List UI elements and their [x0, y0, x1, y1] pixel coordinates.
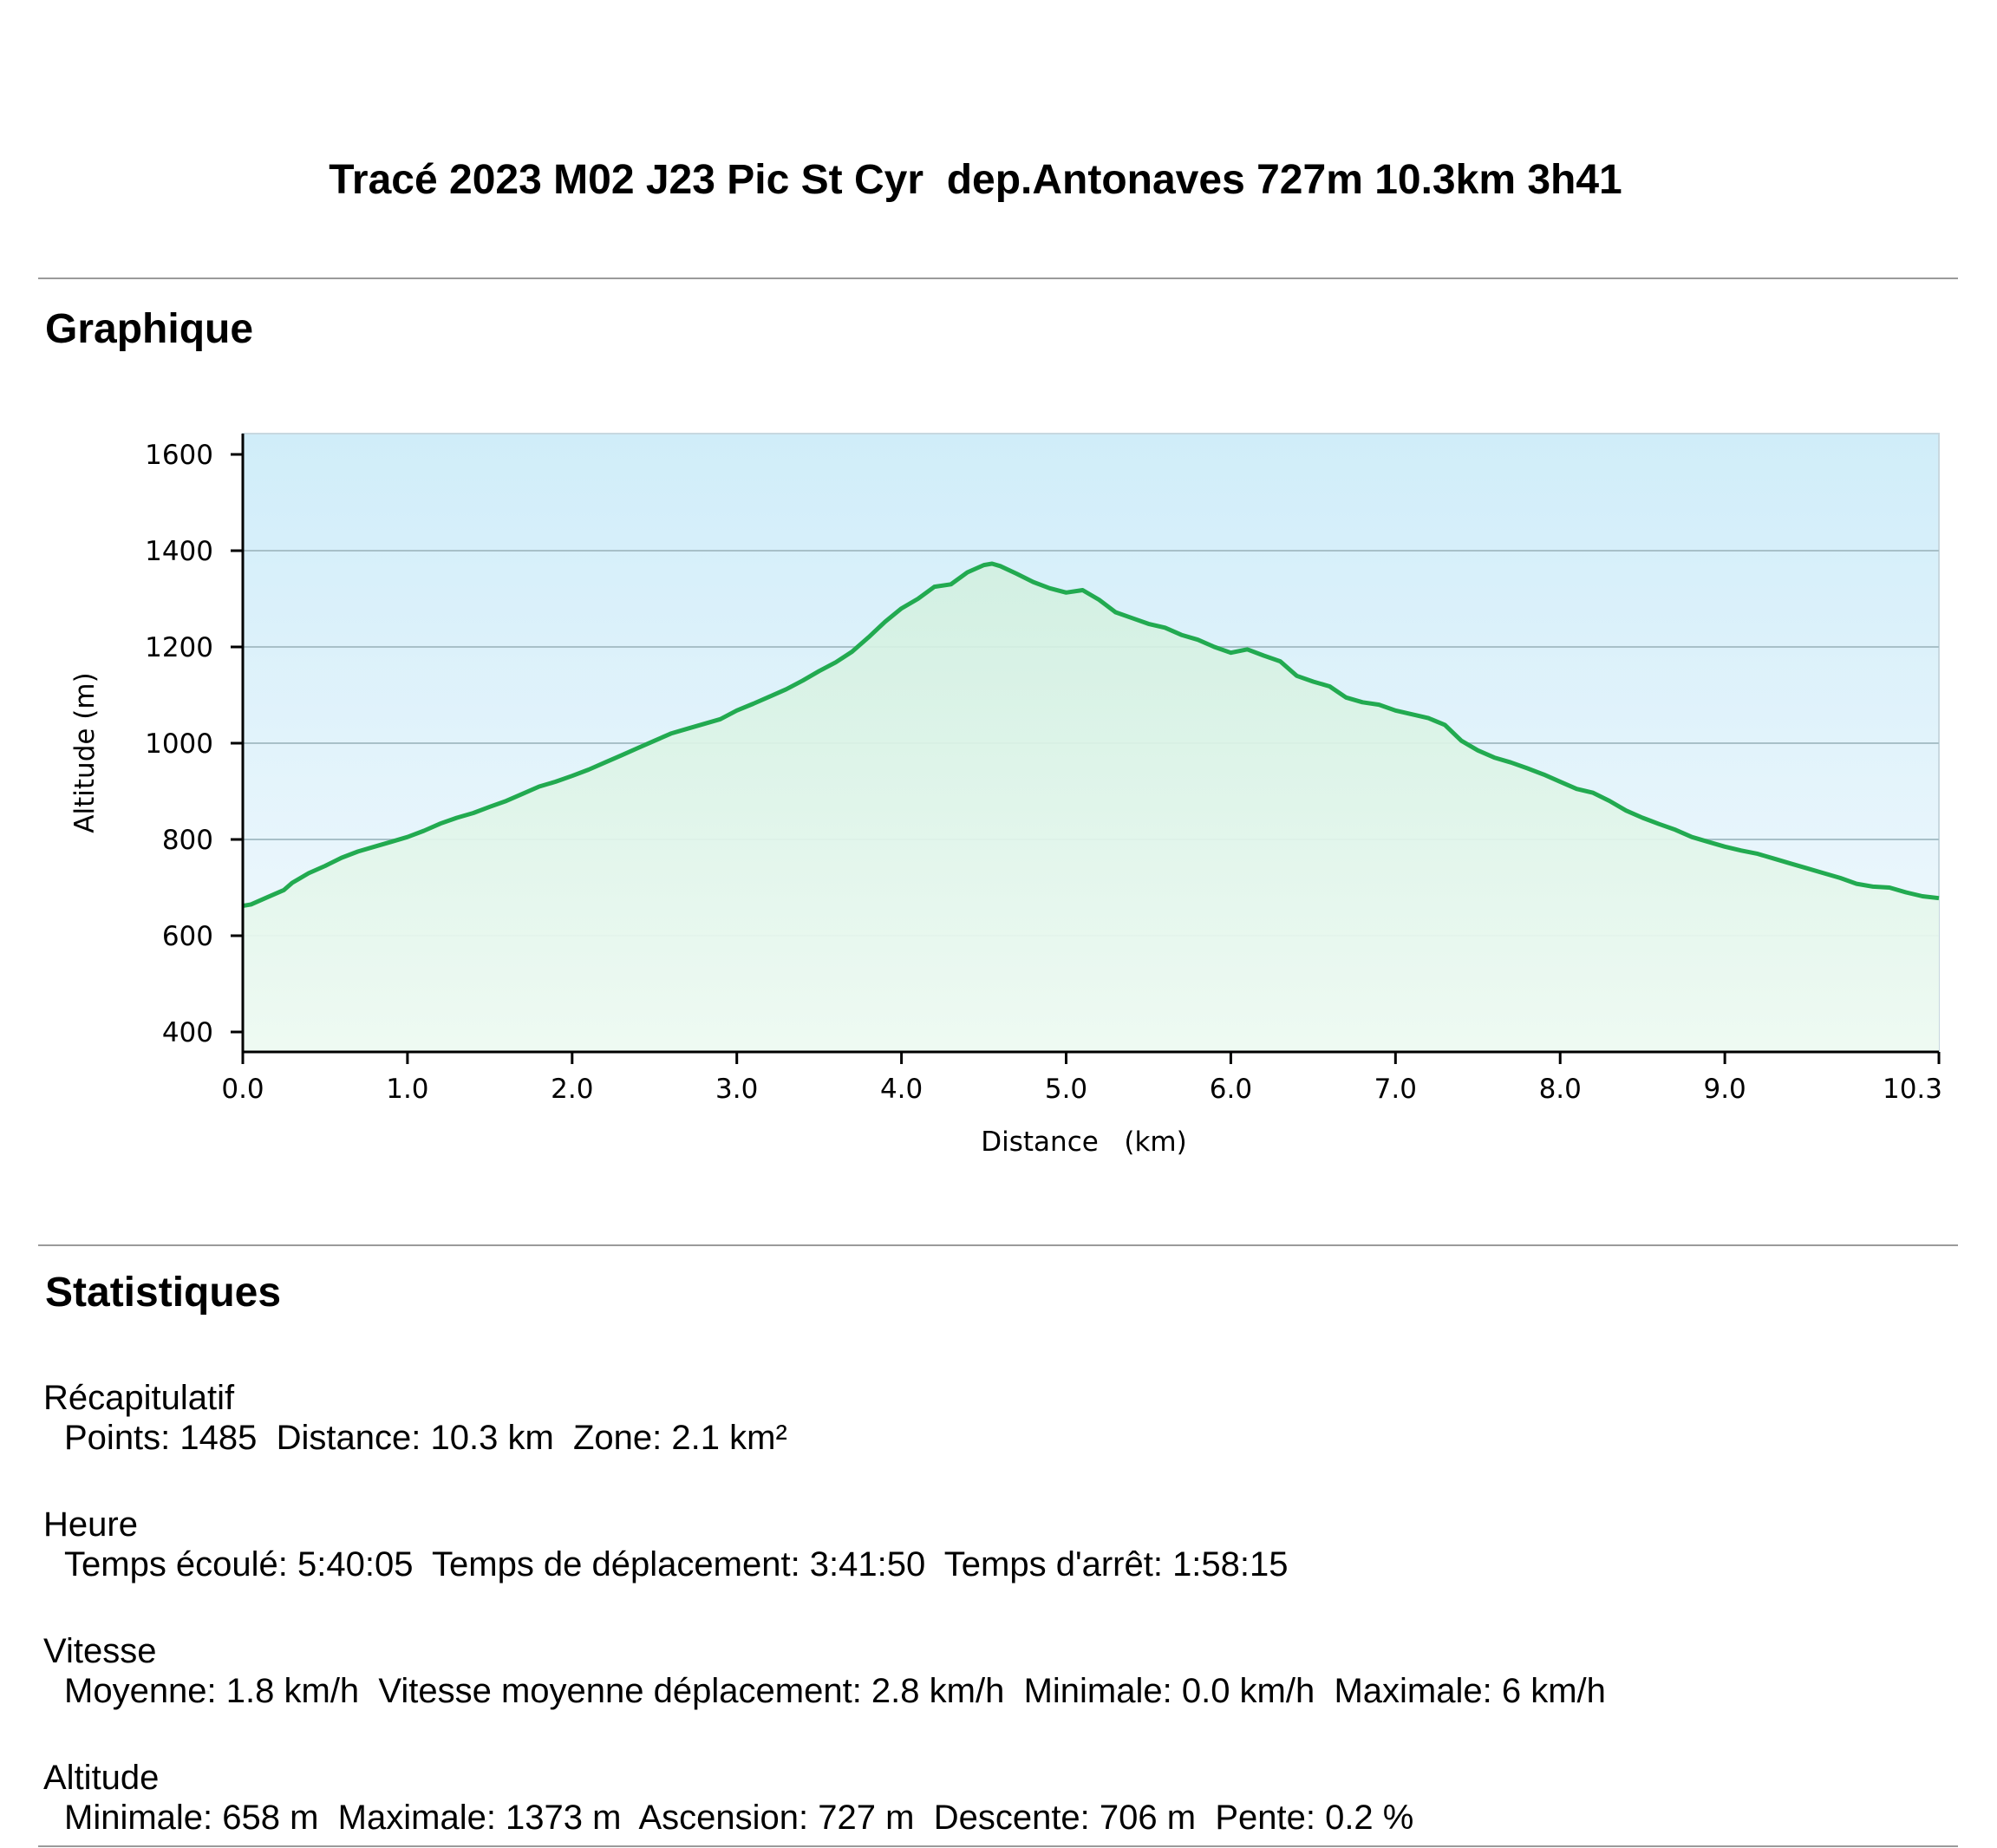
divider-middle	[38, 1244, 1958, 1246]
stat-points: Points: 1485	[64, 1419, 258, 1457]
x-tick-label-6.0: 6.0	[1210, 1074, 1252, 1105]
y-tick-label-600: 600	[162, 921, 213, 952]
stats-recap-line: Points: 1485 Distance: 10.3 km Zone: 2.1…	[64, 1419, 787, 1458]
x-tick-label-8.0: 8.0	[1539, 1074, 1582, 1105]
x-axis-ticks: 0.0 1.0 2.0 3.0 4.0 5.0 6.0 7.0 8.0 9.0 10.3	[221, 1052, 1942, 1105]
elevation-area	[243, 564, 1939, 1052]
page-title: Tracé 2023 M02 J23 Pic St Cyr dep.Antona…	[329, 157, 1622, 203]
y-axis-ticks: 400 600 800 1000 1200 1400 1600	[145, 440, 243, 1048]
y-tick-label-800: 800	[162, 825, 213, 856]
stats-time-line: Temps écoulé: 5:40:05 Temps de déplaceme…	[64, 1545, 1289, 1584]
y-axis-title: Altitude (m)	[69, 672, 101, 833]
x-tick-label-4.0: 4.0	[880, 1074, 923, 1105]
x-tick-label-0.0: 0.0	[221, 1074, 264, 1105]
stat-min-speed: Minimale: 0.0 km/h	[1023, 1672, 1315, 1710]
stat-avg-speed: Moyenne: 1.8 km/h	[64, 1672, 360, 1710]
elevation-chart: 400 600 800 1000 1200 1400 1600 0.0 1.0 2.0 3.0 4.…	[69, 433, 1942, 1158]
x-tick-label-7.0: 7.0	[1374, 1074, 1417, 1105]
stat-elapsed-time: Temps écoulé: 5:40:05	[64, 1545, 414, 1584]
stats-speed-title: Vitesse	[43, 1632, 157, 1670]
stat-zone: Zone: 2.1 km²	[573, 1419, 787, 1457]
stat-max-altitude: Maximale: 1373 m	[337, 1799, 622, 1837]
x-axis-title: Distance (km)	[981, 1126, 1186, 1158]
elevation-line	[242, 561, 1940, 909]
stat-slope: Pente: 0.2 %	[1215, 1799, 1414, 1837]
stat-max-speed: Maximale: 6 km/h	[1334, 1672, 1606, 1710]
divider-bottom	[38, 1845, 1958, 1847]
x-tick-label-9.0: 9.0	[1703, 1074, 1746, 1105]
stat-stopped-time: Temps d'arrêt: 1:58:15	[943, 1545, 1289, 1584]
divider-top	[38, 278, 1958, 279]
x-tick-label-5.0: 5.0	[1045, 1074, 1087, 1105]
stat-moving-avg-speed: Vitesse moyenne déplacement: 2.8 km/h	[378, 1672, 1005, 1710]
stat-min-altitude: Minimale: 658 m	[64, 1799, 319, 1837]
x-tick-label-1.0: 1.0	[386, 1074, 428, 1105]
y-tick-label-1200: 1200	[145, 632, 213, 663]
x-tick-label-3.0: 3.0	[715, 1074, 758, 1105]
stats-heading: Statistiques	[45, 1270, 282, 1316]
stat-moving-time: Temps de déplacement: 3:41:50	[432, 1545, 926, 1584]
stats-speed-line: Moyenne: 1.8 km/h Vitesse moyenne déplac…	[64, 1672, 1606, 1711]
stat-ascent: Ascension: 727 m	[638, 1799, 915, 1837]
y-tick-label-400: 400	[162, 1017, 213, 1048]
x-tick-label-10.3: 10.3	[1883, 1074, 1942, 1105]
stats-altitude-title: Altitude	[43, 1759, 160, 1797]
stats-recap-title: Récapitulatif	[43, 1379, 235, 1417]
stats-altitude-line: Minimale: 658 m Maximale: 1373 m Ascensi…	[64, 1799, 1413, 1838]
stat-distance: Distance: 10.3 km	[276, 1419, 554, 1457]
y-tick-label-1400: 1400	[145, 536, 213, 567]
graph-heading: Graphique	[45, 306, 254, 352]
y-tick-label-1600: 1600	[145, 440, 213, 471]
x-tick-label-2.0: 2.0	[551, 1074, 593, 1105]
stat-descent: Descente: 706 m	[933, 1799, 1197, 1837]
stats-time-title: Heure	[43, 1505, 138, 1544]
y-tick-label-1000: 1000	[145, 728, 213, 760]
